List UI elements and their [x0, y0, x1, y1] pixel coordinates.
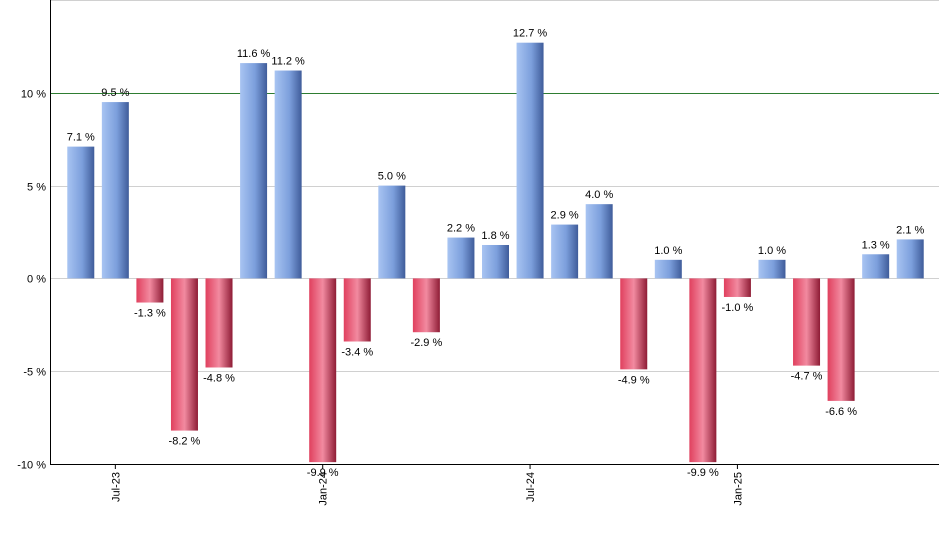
- data-label: -1.0 %: [722, 302, 754, 314]
- bar-negative: [827, 278, 855, 401]
- data-label: -4.7 %: [791, 371, 823, 383]
- bar-positive: [551, 224, 579, 279]
- data-label: -3.4 %: [341, 347, 373, 359]
- bars: [67, 42, 924, 463]
- data-label: -9.9 %: [307, 467, 339, 479]
- data-label: 2.1 %: [896, 224, 924, 236]
- data-label: 7.1 %: [67, 132, 95, 144]
- bar-negative: [412, 278, 440, 333]
- data-label: -4.8 %: [203, 372, 235, 384]
- bar-positive: [896, 239, 924, 279]
- y-tick-label: -10 %: [17, 460, 46, 472]
- data-label: 5.0 %: [378, 171, 406, 183]
- x-tick-label: Jul-24: [525, 472, 537, 502]
- bar-positive: [274, 70, 302, 279]
- data-label: 12.7 %: [513, 28, 547, 40]
- data-label: -6.6 %: [825, 406, 857, 418]
- bar-negative: [205, 278, 233, 368]
- data-label: 2.9 %: [551, 210, 579, 222]
- bar-positive: [654, 259, 682, 279]
- bar-positive: [67, 146, 95, 279]
- data-labels: 7.1 % 9.5 % -1.3 % -8.2 % -4.8 % 11.6 %11.2 %…: [67, 28, 925, 479]
- y-tick-label: 5 %: [27, 182, 46, 194]
- data-label: 4.0 %: [585, 189, 613, 201]
- y-tick-label: 0 %: [27, 274, 46, 286]
- data-label: -8.2 %: [169, 436, 201, 448]
- bar-negative: [689, 278, 717, 463]
- data-label: 2.2 %: [447, 223, 475, 235]
- bar-positive: [240, 63, 268, 279]
- bar-negative: [170, 278, 198, 431]
- data-label: -1.3 %: [134, 308, 166, 320]
- axes: 10 % 5 % 0 % -5 % -10 % Jul-23 Jan-24 Jul-24 Jan…: [17, 0, 939, 506]
- data-label: 1.8 %: [481, 230, 509, 242]
- y-tick-label: 10 %: [21, 89, 46, 101]
- bar-negative: [136, 278, 164, 303]
- bar-positive: [101, 102, 129, 279]
- bar-positive: [447, 237, 475, 279]
- data-label: 11.6 %: [237, 48, 271, 60]
- bar-positive: [585, 204, 613, 279]
- data-label: -9.9 %: [687, 467, 719, 479]
- data-label: -4.9 %: [618, 374, 650, 386]
- x-tick-label: Jul-23: [110, 472, 122, 502]
- bar-negative: [343, 278, 371, 342]
- bar-positive: [758, 259, 786, 279]
- data-label: 1.0 %: [758, 245, 786, 257]
- data-label: 11.2 %: [271, 56, 305, 68]
- x-tick-label: Jan-24: [318, 472, 330, 506]
- bar-positive: [482, 244, 509, 279]
- data-label: 1.0 %: [654, 245, 682, 257]
- bar-positive: [378, 185, 406, 279]
- bar-positive: [516, 42, 544, 279]
- grid: [50, 0, 939, 372]
- bar-negative: [793, 278, 821, 366]
- bar-negative: [723, 278, 751, 297]
- bar-positive: [862, 254, 890, 279]
- bar-negative: [620, 278, 648, 370]
- y-tick-label: -5 %: [23, 367, 46, 379]
- data-label: 1.3 %: [862, 239, 890, 251]
- x-tick-label: Jan-25: [732, 472, 744, 506]
- data-label: 9.5 %: [101, 87, 129, 99]
- data-label: -2.9 %: [410, 337, 442, 349]
- bar-negative: [309, 278, 337, 463]
